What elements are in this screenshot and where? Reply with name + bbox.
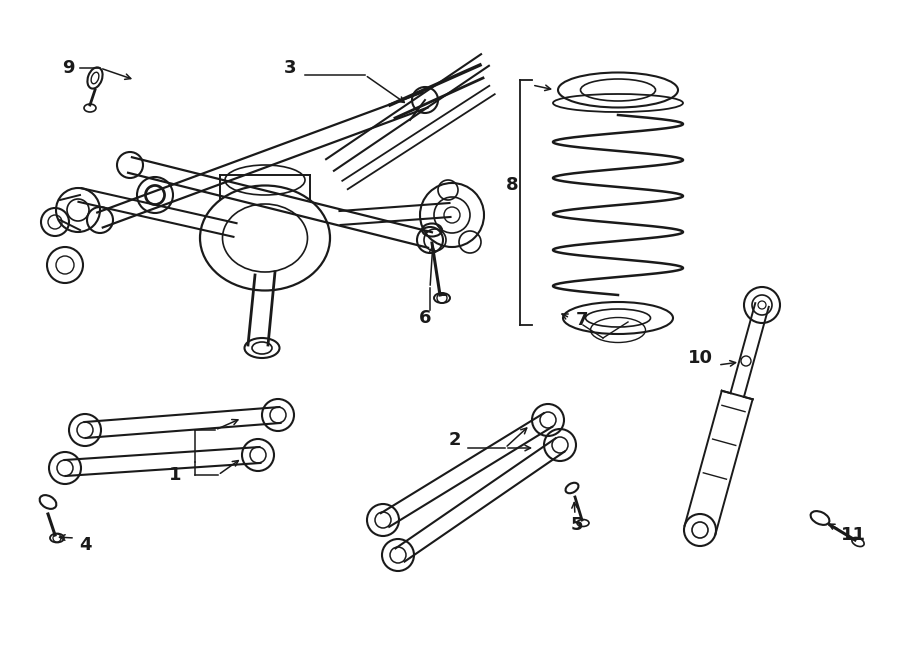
Text: 7: 7 — [576, 311, 589, 329]
Text: 10: 10 — [688, 349, 713, 367]
Text: 2: 2 — [449, 431, 461, 449]
Text: 4: 4 — [79, 536, 91, 554]
Text: 11: 11 — [841, 526, 866, 544]
Text: 3: 3 — [284, 59, 296, 77]
Text: 9: 9 — [62, 59, 74, 77]
Text: 5: 5 — [571, 516, 583, 534]
Text: 8: 8 — [506, 176, 518, 194]
Text: 1: 1 — [169, 466, 181, 484]
Text: 6: 6 — [418, 309, 431, 327]
